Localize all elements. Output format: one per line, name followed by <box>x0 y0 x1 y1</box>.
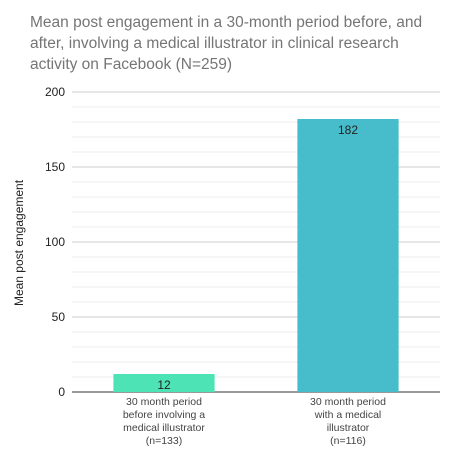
x-tick-label-line: (n=116) <box>330 435 366 447</box>
data-label: 12 <box>157 378 171 392</box>
x-tick-label-line: before involving a <box>123 409 205 421</box>
chart-title: Mean post engagement in a 30-month perio… <box>30 14 423 73</box>
x-axis: 30 month period before involving a medical… <box>123 396 386 447</box>
y-tick-label: 100 <box>45 235 65 249</box>
x-tick-label-line: (n=133) <box>146 435 182 447</box>
data-label: 182 <box>338 123 358 137</box>
bar <box>113 374 215 392</box>
y-tick-label: 0 <box>58 385 65 399</box>
y-axis-label: Mean post engagement <box>12 179 26 306</box>
x-tick-label: 30 month period with a medical illustrator… <box>310 396 386 447</box>
x-tick-label-line: illustrator <box>327 422 370 434</box>
y-axis: 0 50 100 150 200 <box>45 85 65 399</box>
x-tick-label: 30 month period before involving a medical… <box>123 396 206 447</box>
x-tick-label-line: 30 month period <box>310 396 386 408</box>
y-tick-label: 50 <box>52 310 66 324</box>
x-tick-label-line: medical illustrator <box>123 422 205 434</box>
bars: 12 182 <box>113 119 399 392</box>
y-tick-label: 200 <box>45 85 65 99</box>
bar <box>297 119 399 392</box>
y-tick-label: 150 <box>45 160 65 174</box>
x-tick-label-line: 30 month period <box>126 396 202 408</box>
x-tick-label-line: with a medical <box>314 409 382 421</box>
